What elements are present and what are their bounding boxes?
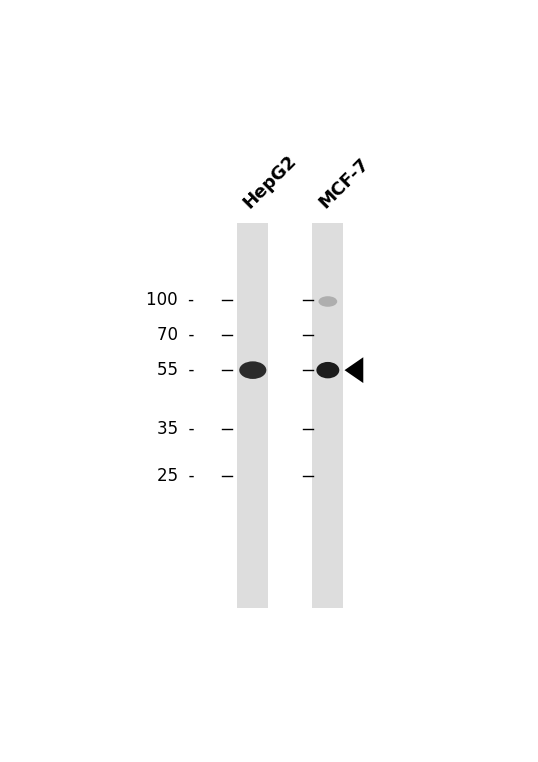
Text: 25  -: 25 -	[157, 467, 194, 485]
Text: HepG2: HepG2	[240, 152, 301, 212]
Ellipse shape	[239, 361, 266, 379]
Bar	[312, 223, 343, 608]
Bar	[237, 223, 268, 608]
Text: MCF-7: MCF-7	[315, 155, 372, 212]
Text: 55  -: 55 -	[157, 361, 194, 379]
Text: 35  -: 35 -	[157, 420, 194, 438]
Ellipse shape	[318, 296, 337, 307]
Text: 70  -: 70 -	[157, 326, 194, 344]
Text: 100  -: 100 -	[146, 291, 194, 309]
Ellipse shape	[316, 362, 339, 379]
Polygon shape	[344, 357, 363, 383]
